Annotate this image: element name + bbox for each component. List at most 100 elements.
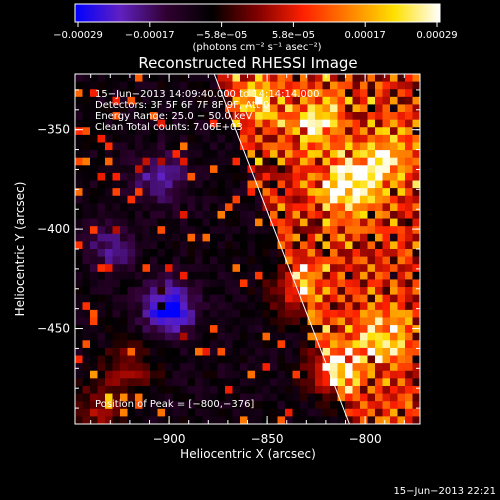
heatmap-cell xyxy=(105,385,113,394)
heatmap-cell xyxy=(270,294,278,303)
heatmap-cell xyxy=(172,401,181,410)
heatmap-cell xyxy=(120,317,128,326)
heatmap-cell xyxy=(255,363,263,372)
heatmap-cell xyxy=(300,218,308,227)
heatmap-cell xyxy=(112,271,121,280)
heatmap-cell xyxy=(240,195,248,204)
heatmap-cell xyxy=(90,264,98,273)
heatmap-cell xyxy=(315,81,323,90)
heatmap-cell xyxy=(120,127,128,136)
heatmap-cell xyxy=(345,408,353,417)
heatmap-cell xyxy=(262,370,271,379)
heatmap-cell xyxy=(187,271,196,280)
heatmap-cell xyxy=(240,96,248,105)
heatmap-cell xyxy=(165,218,173,227)
heatmap-cell xyxy=(232,96,241,105)
heatmap-cell xyxy=(285,172,293,181)
heatmap-cell xyxy=(375,96,383,105)
heatmap-cell xyxy=(315,416,323,424)
heatmap-cell xyxy=(255,287,263,295)
heatmap-cell xyxy=(217,96,226,105)
heatmap-cell xyxy=(82,294,91,303)
heatmap-cell xyxy=(405,112,413,120)
heatmap-cell xyxy=(127,325,136,333)
heatmap-cell xyxy=(247,332,256,341)
heatmap-cell xyxy=(277,355,286,364)
heatmap-cell xyxy=(262,408,271,417)
heatmap-cell xyxy=(262,340,271,349)
heatmap-cell xyxy=(390,370,398,379)
heatmap-cell xyxy=(390,347,398,356)
heatmap-cell xyxy=(360,134,368,143)
heatmap-cell xyxy=(75,249,83,257)
heatmap-cell xyxy=(307,302,316,311)
heatmap-cell xyxy=(180,89,188,98)
heatmap-cell xyxy=(157,81,166,90)
heatmap-cell xyxy=(300,256,308,265)
heatmap-cell xyxy=(165,309,173,318)
heatmap-cell xyxy=(225,401,233,410)
heatmap-cell xyxy=(195,112,203,120)
heatmap-cell xyxy=(247,271,256,280)
heatmap-cell xyxy=(277,188,286,197)
heatmap-cell xyxy=(112,104,121,113)
heatmap-cell xyxy=(187,226,196,235)
heatmap-cell xyxy=(165,249,173,257)
heatmap-cell xyxy=(345,317,353,326)
heatmap-cell xyxy=(360,256,368,265)
heatmap-cell xyxy=(277,89,286,98)
heatmap-cell xyxy=(202,241,211,250)
heatmap-cell xyxy=(360,264,368,273)
heatmap-cell xyxy=(120,226,128,235)
heatmap-cell xyxy=(285,142,293,151)
heatmap-cell xyxy=(255,317,263,326)
heatmap-cell xyxy=(232,180,241,189)
heatmap-cell xyxy=(247,89,256,98)
heatmap-cell xyxy=(75,378,83,387)
heatmap-cell xyxy=(120,195,128,204)
heatmap-cell xyxy=(352,89,361,98)
heatmap-cell xyxy=(217,104,226,113)
heatmap-cell xyxy=(300,347,308,356)
heatmap-cell xyxy=(120,203,128,212)
heatmap-cell xyxy=(180,127,188,136)
heatmap-cell xyxy=(337,104,346,113)
heatmap-cell xyxy=(345,203,353,212)
heatmap-cell xyxy=(307,309,316,318)
heatmap-cell xyxy=(127,180,136,189)
heatmap-cell xyxy=(202,332,211,341)
heatmap-cell xyxy=(187,150,196,158)
heatmap-cell xyxy=(217,218,226,227)
heatmap-cell xyxy=(232,332,241,341)
heatmap-cell xyxy=(300,340,308,349)
heatmap-cell xyxy=(315,195,323,204)
heatmap-cell xyxy=(232,150,241,158)
heatmap-cell xyxy=(150,416,158,424)
heatmap-cell xyxy=(315,370,323,379)
heatmap-cell xyxy=(300,294,308,303)
heatmap-cell xyxy=(105,340,113,349)
heatmap-cell xyxy=(120,89,128,98)
heatmap-cell xyxy=(180,347,188,356)
heatmap-cell xyxy=(330,112,338,120)
heatmap-cell xyxy=(165,134,173,143)
heatmap-cell xyxy=(210,264,218,273)
heatmap-cell xyxy=(180,96,188,105)
heatmap-cell xyxy=(120,119,128,128)
heatmap-cell xyxy=(127,249,136,257)
heatmap-cell xyxy=(135,89,143,98)
heatmap-cell xyxy=(135,195,143,204)
heatmap-cell xyxy=(412,74,420,82)
heatmap-cell xyxy=(157,89,166,98)
heatmap-cell xyxy=(202,172,211,181)
heatmap-cell xyxy=(307,416,316,424)
heatmap-cell xyxy=(97,264,106,273)
colorbar-tick-label: 0.00017 xyxy=(345,30,386,41)
heatmap-cell xyxy=(112,233,121,242)
heatmap-cell xyxy=(172,256,181,265)
heatmap-cell xyxy=(285,165,293,174)
heatmap-cell xyxy=(247,119,256,128)
heatmap-cell xyxy=(150,127,158,136)
heatmap-cell xyxy=(150,370,158,379)
heatmap-cell xyxy=(307,347,316,356)
